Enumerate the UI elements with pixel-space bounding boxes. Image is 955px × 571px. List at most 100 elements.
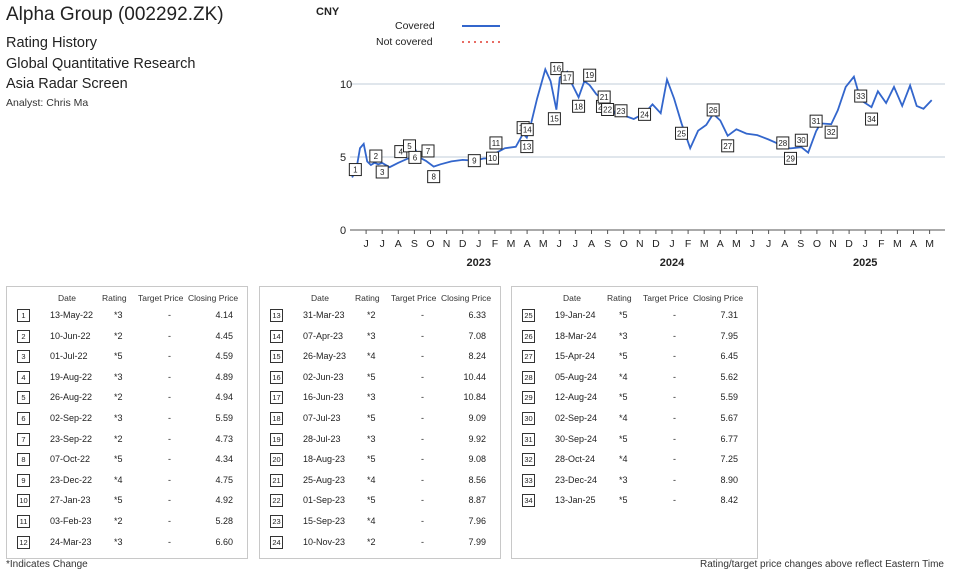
rating-marker-2: 2 (369, 149, 383, 163)
rating-marker-16: 16 (550, 62, 564, 76)
cell-rating: *5 (114, 351, 123, 362)
table-header-target: Target Price (138, 293, 184, 303)
cell-date: 02-Jun-23 (303, 371, 344, 382)
cell-date: 01-Jul-22 (50, 351, 88, 362)
svg-text:29: 29 (786, 154, 795, 163)
x-tick-label: J (863, 238, 868, 250)
cell-target: - (421, 433, 424, 444)
x-tick-label: M (893, 238, 902, 250)
cell-date: 12-Aug-24 (555, 392, 598, 403)
row-number-box: 3 (17, 350, 30, 364)
y-axis-label: CNY (316, 6, 340, 18)
cell-target: - (421, 351, 424, 362)
covered-price-line (351, 66, 933, 178)
svg-text:31: 31 (812, 117, 821, 126)
rating-marker-17: 17 (560, 71, 574, 85)
cell-target: - (168, 454, 171, 465)
cell-close: 6.77 (720, 433, 738, 444)
cell-rating: *5 (619, 392, 628, 403)
cell-close: 5.59 (720, 392, 738, 403)
rating-marker-27: 27 (721, 139, 735, 153)
row-number-box: 13 (270, 309, 283, 322)
cell-close: 6.45 (720, 351, 738, 362)
cell-close: 4.94 (215, 392, 233, 403)
cell-rating: *5 (619, 433, 628, 444)
x-tick-label: D (845, 238, 853, 250)
cell-date: 26-May-23 (303, 351, 347, 362)
table-header-date: Date (58, 293, 76, 303)
cell-rating: *4 (114, 474, 123, 485)
row-number-box: 15 (270, 350, 283, 364)
row-number-box: 12 (17, 535, 30, 549)
x-tick-label: N (829, 238, 837, 250)
y-tick-0: 0 (340, 225, 346, 237)
cell-date: 24-Mar-23 (50, 536, 92, 547)
cell-date: 28-Jul-23 (303, 433, 341, 444)
rating-table-2 (259, 286, 501, 559)
cell-target: - (168, 351, 171, 362)
year-label-2023: 2023 (467, 257, 491, 269)
svg-text:33: 33 (856, 92, 865, 101)
cell-rating: *3 (619, 474, 628, 485)
cell-target: - (168, 310, 171, 320)
cell-close: 9.08 (468, 454, 486, 465)
y-tick-10: 10 (340, 79, 352, 91)
cell-date: 30-Sep-24 (555, 433, 598, 444)
x-tick-label: A (781, 238, 788, 250)
x-tick-label: F (492, 238, 498, 250)
x-tick-label: A (717, 238, 724, 250)
row-number-box: 27 (522, 350, 535, 364)
cell-rating: *4 (367, 474, 376, 485)
cell-date: 18-Mar-24 (555, 330, 597, 341)
gridlines (350, 83, 945, 158)
row-number-box: 31 (522, 432, 535, 446)
table-header-close: Closing Price (693, 293, 744, 303)
cell-rating: *3 (114, 310, 123, 320)
cell-close: 7.95 (720, 330, 738, 341)
svg-text:5: 5 (407, 142, 412, 151)
cell-close: 5.28 (215, 516, 233, 526)
row-number-box: 21 (270, 473, 283, 487)
cell-target: - (673, 330, 676, 341)
svg-text:13: 13 (522, 143, 531, 152)
cell-close: 6.60 (215, 536, 233, 547)
cell-target: - (168, 516, 171, 526)
row-number-box: 17 (270, 391, 283, 405)
cell-close: 4.89 (215, 371, 233, 382)
svg-text:1: 1 (353, 166, 358, 175)
x-tick-label: A (524, 238, 531, 250)
svg-text:4: 4 (399, 148, 404, 157)
rating-marker-19: 19 (583, 68, 597, 82)
rating-marker-8: 8 (427, 170, 441, 184)
svg-text:26: 26 (709, 106, 718, 115)
page-title: Alpha Group (002292.ZK) (6, 4, 224, 25)
row-number-box: 18 (270, 412, 283, 425)
cell-rating: *4 (367, 516, 376, 526)
cell-target: - (673, 371, 676, 382)
x-tick-label: J (573, 238, 578, 250)
cell-date: 10-Nov-23 (303, 536, 346, 547)
row-number-box: 2 (17, 329, 30, 343)
cell-rating: *5 (367, 454, 376, 465)
cell-date: 10-Jun-22 (50, 330, 91, 341)
cell-date: 05-Aug-24 (555, 371, 598, 382)
cell-close: 7.08 (468, 330, 486, 341)
svg-text:15: 15 (550, 115, 559, 124)
cell-rating: *2 (114, 516, 123, 526)
cell-rating: *4 (619, 413, 628, 423)
table-header-target: Target Price (643, 293, 689, 303)
cell-rating: *5 (619, 495, 628, 506)
x-tick-label: S (411, 238, 418, 250)
cell-date: 07-Oct-22 (50, 454, 91, 465)
cell-date: 19-Aug-22 (50, 371, 93, 382)
svg-text:32: 32 (827, 128, 836, 137)
svg-text:27: 27 (723, 142, 732, 151)
cell-date: 01-Sep-23 (303, 495, 346, 506)
rating-marker-5: 5 (402, 139, 416, 153)
svg-text:11: 11 (492, 139, 501, 148)
cell-close: 4.59 (215, 351, 233, 362)
x-tick-label: A (395, 238, 402, 250)
rating-markers: 1234567891011121314151617181920212223242… (348, 62, 879, 184)
row-number-box: 26 (522, 329, 535, 343)
subtitle-line-2: Global Quantitative Research (6, 56, 196, 72)
